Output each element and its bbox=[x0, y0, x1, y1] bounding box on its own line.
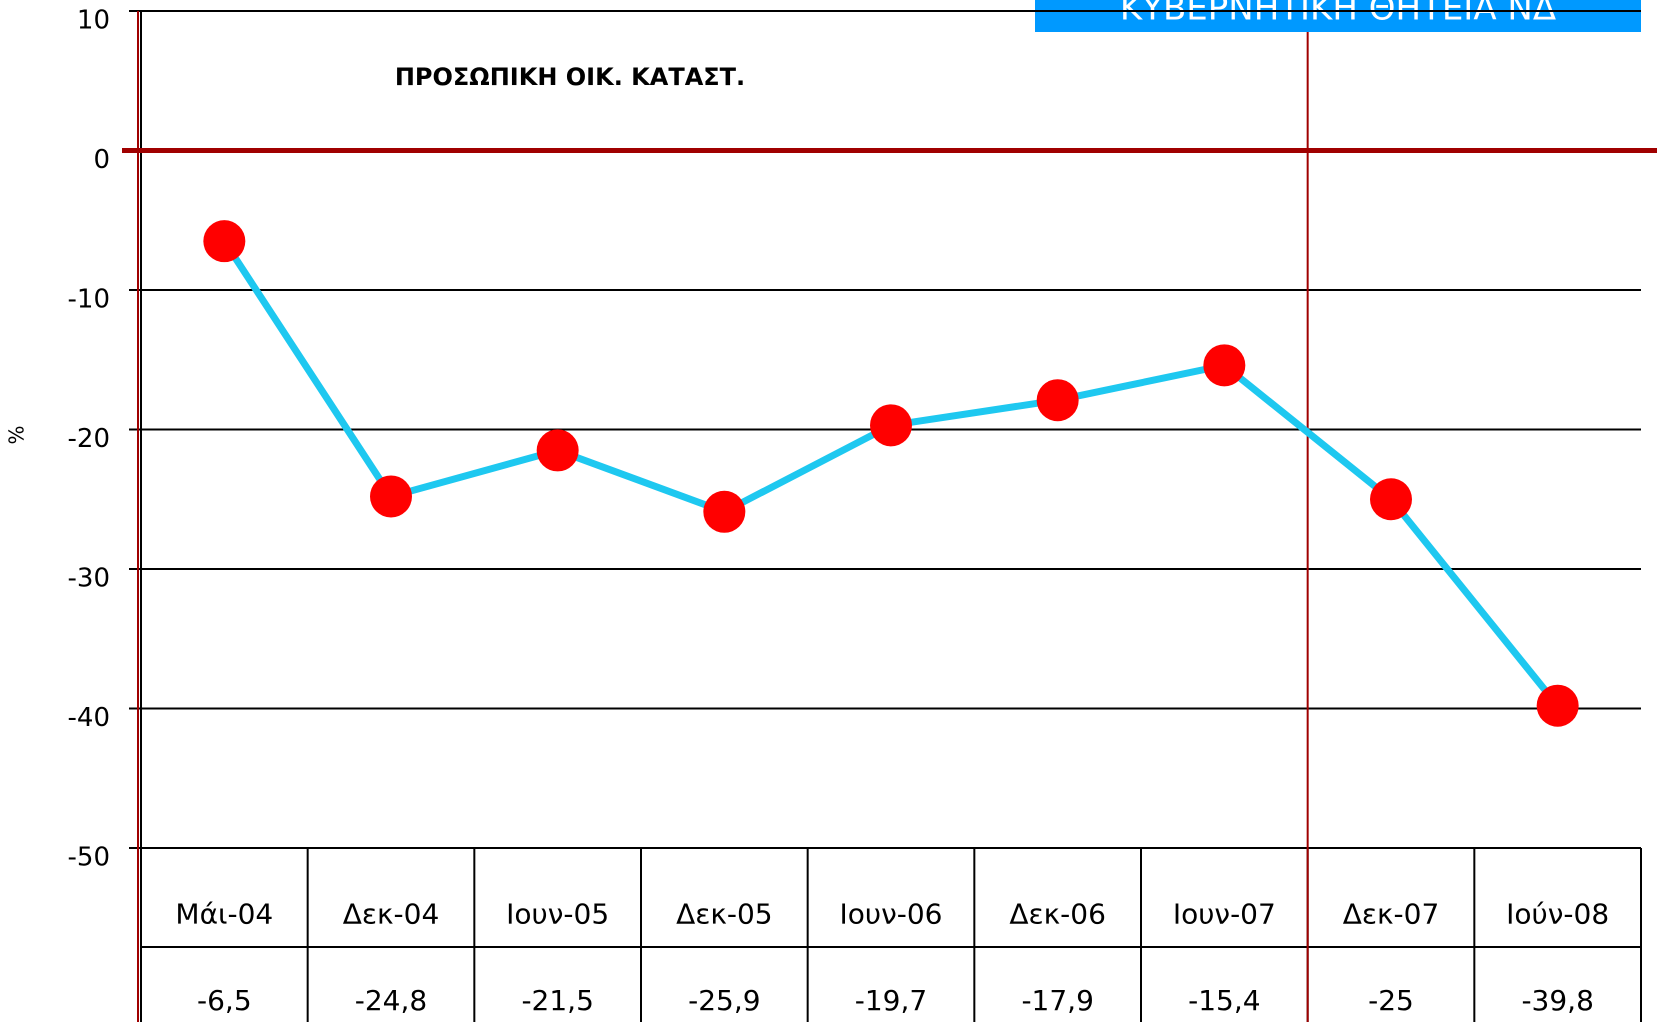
data-point bbox=[536, 429, 579, 472]
data-label: -17,9 bbox=[1021, 984, 1093, 1017]
data-label: -15,4 bbox=[1188, 984, 1260, 1017]
x-tick-label: Δεκ-05 bbox=[676, 898, 773, 931]
data-point bbox=[703, 490, 746, 533]
y-tick-label: -40 bbox=[68, 703, 110, 733]
data-point bbox=[203, 220, 246, 263]
data-label: -21,5 bbox=[521, 984, 593, 1017]
data-label: -39,8 bbox=[1521, 984, 1593, 1017]
y-axis-label: % bbox=[5, 425, 29, 444]
data-label: -25,9 bbox=[688, 984, 760, 1017]
x-tick-label: Ιουν-06 bbox=[840, 898, 943, 931]
y-tick-label: 10 bbox=[77, 6, 110, 36]
data-line bbox=[221, 239, 1561, 708]
x-tick-label: Ιουν-05 bbox=[506, 898, 609, 931]
y-tick-label: -10 bbox=[68, 285, 110, 315]
data-label: -6,5 bbox=[197, 984, 252, 1017]
data-point bbox=[1203, 344, 1246, 387]
annotation-box bbox=[1035, 0, 1641, 32]
x-tick-label: Δεκ-04 bbox=[343, 898, 440, 931]
data-label: -19,7 bbox=[855, 984, 927, 1017]
x-tick-label: Δεκ-07 bbox=[1343, 898, 1440, 931]
x-tick-label: Ιούν-08 bbox=[1506, 898, 1609, 931]
data-point bbox=[1370, 478, 1412, 521]
data-label: -25 bbox=[1368, 984, 1414, 1017]
x-tick-label: Ιουν-07 bbox=[1173, 898, 1276, 931]
chart-title: ΠΡΟΣΩΠΙΚΗ ΟΙΚ. ΚΑΤΑΣΤ. bbox=[395, 63, 745, 91]
data-point bbox=[370, 475, 412, 518]
y-tick-label: -30 bbox=[68, 564, 110, 594]
data-point bbox=[1536, 684, 1579, 727]
y-tick-label: 0 bbox=[93, 145, 110, 175]
annotation: ΚΥΒΕΡΝΗΤΙΚΗ ΘΗΤΕΙΑ ΝΔ bbox=[1120, 0, 1556, 29]
x-tick-label: Δεκ-06 bbox=[1009, 898, 1106, 931]
data-point bbox=[1036, 379, 1079, 422]
x-tick-label: Μάι-04 bbox=[175, 898, 273, 931]
data-label: -24,8 bbox=[355, 984, 427, 1017]
y-tick-label: -50 bbox=[68, 843, 110, 873]
data-point bbox=[870, 404, 912, 447]
y-tick-label: -20 bbox=[68, 424, 110, 454]
